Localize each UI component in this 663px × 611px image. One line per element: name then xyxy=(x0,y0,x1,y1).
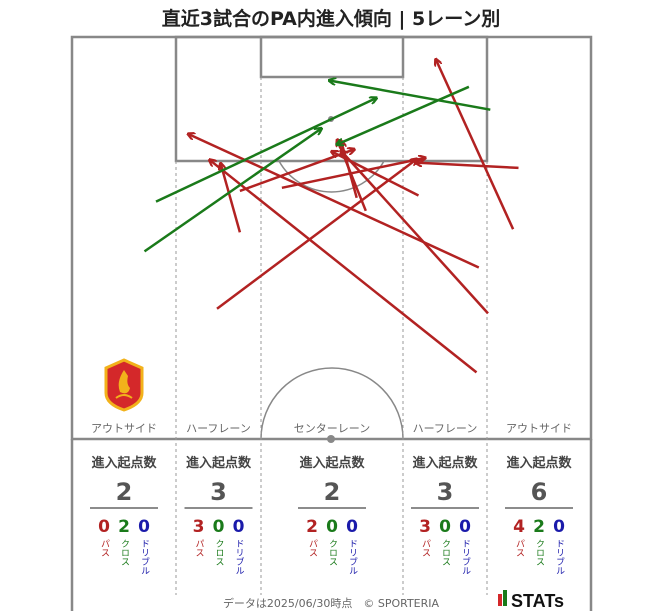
lane-name-4: ハーフレーン xyxy=(413,422,478,435)
lane-dribble-count-1: 0 xyxy=(138,517,150,537)
pass-arrow-2 xyxy=(189,134,480,269)
lane-stat-label-4: 進入起点数 xyxy=(412,455,478,471)
pass-arrow-9 xyxy=(216,160,416,310)
lane-dribble-label-4: ドリブル xyxy=(460,539,471,575)
entry-arrows xyxy=(143,60,519,374)
penalty-arc xyxy=(278,160,385,193)
pass-arrow-6 xyxy=(281,158,425,190)
lane-total-2: 3 xyxy=(210,478,227,506)
team-crest-icon xyxy=(104,358,144,412)
lane-stat-label-2: 進入起点数 xyxy=(186,455,252,471)
cross-arrow-1 xyxy=(155,98,376,203)
lane-cross-count-1: 2 xyxy=(118,517,130,537)
lane-pass-label-4: パス xyxy=(420,539,431,557)
goal-area xyxy=(259,35,405,79)
stats-logo: STATs xyxy=(498,590,564,611)
lane-pass-label-1: パス xyxy=(99,539,110,557)
pitch xyxy=(70,35,593,441)
lane-pass-count-4: 3 xyxy=(419,517,431,537)
lane-pass-count-2: 3 xyxy=(193,517,205,537)
cross-arrow-2 xyxy=(143,129,321,253)
pass-arrow-7 xyxy=(341,142,358,199)
pass-arrow-1 xyxy=(341,151,489,315)
lane-dribble-count-3: 0 xyxy=(346,517,358,537)
lane-cross-label-3: クロス xyxy=(327,539,337,566)
brand-name: STATs xyxy=(511,591,564,611)
pass-arrow-12 xyxy=(210,160,478,374)
pass-arrow-10 xyxy=(332,152,420,197)
chart-title: 直近3試合のPA内進入傾向 | 5レーン別 xyxy=(162,7,501,30)
lane-cross-label-5: クロス xyxy=(534,539,544,566)
lane-dribble-count-2: 0 xyxy=(233,517,245,537)
cross-arrow-4 xyxy=(330,81,491,111)
lane-dribble-label-1: ドリブル xyxy=(139,539,150,575)
lane-stat-label-5: 進入起点数 xyxy=(506,455,572,471)
lane-pass-count-5: 4 xyxy=(513,517,525,537)
lane-cross-count-4: 0 xyxy=(439,517,451,537)
lane-stat-label-3: 進入起点数 xyxy=(299,455,365,471)
center-spot xyxy=(327,435,335,443)
lane-name-2: ハーフレーン xyxy=(186,422,251,435)
lane-dribble-label-5: ドリブル xyxy=(554,539,565,575)
pitch-outline xyxy=(70,35,593,441)
lane-total-3: 2 xyxy=(324,478,341,506)
lane-dribble-count-4: 0 xyxy=(459,517,471,537)
lane-pass-label-3: パス xyxy=(307,539,318,557)
pass-arrow-8 xyxy=(221,164,242,233)
lane-stat-label-1: 進入起点数 xyxy=(91,455,157,471)
lane-cross-label-4: クロス xyxy=(440,539,450,566)
lane-cross-label-2: クロス xyxy=(214,539,224,566)
lane-cross-count-3: 0 xyxy=(326,517,338,537)
lane-cross-count-5: 2 xyxy=(533,517,545,537)
pass-arrow-4 xyxy=(416,163,519,170)
lane-cross-count-2: 0 xyxy=(213,517,225,537)
lane-pass-count-3: 2 xyxy=(306,517,318,537)
center-circle xyxy=(260,367,404,440)
lane-total-4: 3 xyxy=(437,478,454,506)
lane-dribble-count-5: 0 xyxy=(553,517,565,537)
lane-total-5: 6 xyxy=(531,478,548,506)
lane-name-1: アウトサイド xyxy=(91,422,157,435)
footer-note: データは2025/06/30時点 © SPORTERIA xyxy=(223,596,440,610)
stats-logo-icon xyxy=(498,594,502,606)
lane-pass-label-2: パス xyxy=(194,539,205,557)
cross-arrow-3 xyxy=(338,85,470,144)
lane-name-3: センターレーン xyxy=(294,422,370,435)
pass-arrow-11 xyxy=(436,60,515,230)
lane-cross-label-1: クロス xyxy=(119,539,129,566)
lane-dribble-label-3: ドリブル xyxy=(347,539,358,575)
lane-pass-label-5: パス xyxy=(514,539,525,557)
lane-dribble-label-2: ドリブル xyxy=(234,539,245,575)
lane-pass-count-1: 0 xyxy=(98,517,110,537)
lane-name-5: アウトサイド xyxy=(506,422,572,435)
lane-total-1: 2 xyxy=(116,478,133,506)
